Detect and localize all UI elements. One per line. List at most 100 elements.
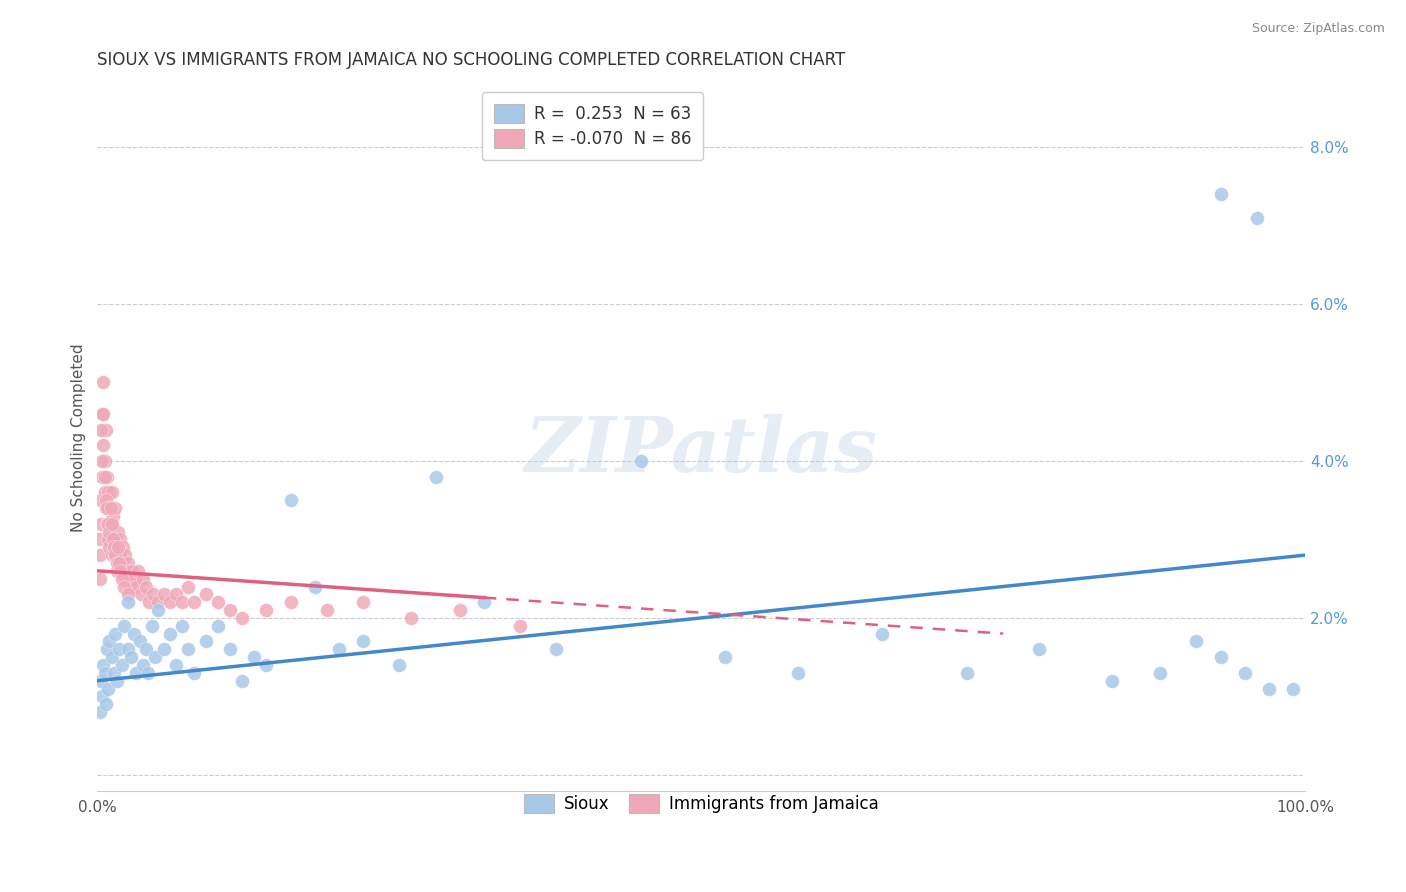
Point — [111, 541, 134, 555]
Point — [94, 423, 117, 437]
Point — [110, 533, 132, 547]
Point — [87, 533, 110, 547]
Point — [110, 564, 132, 578]
Point — [104, 626, 127, 640]
Point — [1246, 211, 1268, 225]
Point — [91, 469, 114, 483]
Point — [97, 516, 120, 531]
Point — [786, 665, 808, 680]
Point — [103, 665, 125, 680]
Point — [207, 595, 229, 609]
Text: ZIPatlas: ZIPatlas — [524, 415, 877, 489]
Point — [128, 634, 150, 648]
Point — [136, 665, 159, 680]
Point — [315, 603, 337, 617]
Point — [129, 587, 152, 601]
Point — [118, 572, 141, 586]
Point — [152, 587, 174, 601]
Point — [1233, 665, 1256, 680]
Point — [280, 595, 302, 609]
Point — [118, 564, 141, 578]
Point — [165, 587, 187, 601]
Point — [117, 587, 139, 601]
Point — [97, 681, 120, 696]
Point — [714, 650, 737, 665]
Point — [96, 469, 118, 483]
Point — [98, 634, 121, 648]
Point — [135, 580, 157, 594]
Point — [104, 501, 127, 516]
Point — [135, 642, 157, 657]
Point — [1257, 681, 1279, 696]
Point — [122, 626, 145, 640]
Point — [90, 493, 112, 508]
Point — [243, 650, 266, 665]
Point — [177, 642, 200, 657]
Point — [107, 541, 129, 555]
Point — [90, 516, 112, 531]
Point — [195, 587, 218, 601]
Point — [105, 556, 128, 570]
Point — [630, 454, 652, 468]
Point — [115, 572, 138, 586]
Point — [91, 690, 114, 704]
Point — [90, 673, 112, 688]
Point — [117, 595, 139, 609]
Point — [152, 642, 174, 657]
Point — [159, 626, 181, 640]
Point — [146, 603, 169, 617]
Point — [425, 469, 447, 483]
Point — [89, 548, 111, 562]
Point — [94, 493, 117, 508]
Point — [112, 619, 135, 633]
Point — [101, 533, 124, 547]
Point — [107, 524, 129, 539]
Point — [91, 407, 114, 421]
Point — [165, 658, 187, 673]
Point — [110, 658, 132, 673]
Point — [94, 698, 117, 712]
Point — [1209, 650, 1232, 665]
Point — [93, 407, 115, 421]
Point — [96, 642, 118, 657]
Point — [183, 665, 205, 680]
Point — [546, 642, 568, 657]
Point — [89, 572, 111, 586]
Point — [98, 541, 121, 555]
Point — [93, 376, 115, 390]
Point — [120, 580, 142, 594]
Point — [1028, 642, 1050, 657]
Point — [104, 548, 127, 562]
Point — [254, 658, 277, 673]
Point — [94, 501, 117, 516]
Point — [101, 516, 124, 531]
Point — [89, 705, 111, 719]
Point — [117, 642, 139, 657]
Point — [1282, 681, 1305, 696]
Point — [159, 595, 181, 609]
Point — [97, 533, 120, 547]
Point — [96, 501, 118, 516]
Point — [219, 642, 242, 657]
Point — [108, 556, 131, 570]
Point — [105, 564, 128, 578]
Point — [352, 595, 374, 609]
Point — [100, 501, 122, 516]
Point — [183, 595, 205, 609]
Point — [93, 469, 115, 483]
Point — [93, 665, 115, 680]
Point — [93, 658, 115, 673]
Y-axis label: No Schooling Completed: No Schooling Completed — [72, 343, 86, 532]
Point — [304, 580, 326, 594]
Point — [110, 564, 132, 578]
Point — [1101, 673, 1123, 688]
Point — [219, 603, 242, 617]
Point — [108, 642, 131, 657]
Point — [1185, 634, 1208, 648]
Point — [101, 485, 124, 500]
Point — [117, 556, 139, 570]
Point — [141, 619, 163, 633]
Point — [146, 595, 169, 609]
Point — [91, 454, 114, 468]
Point — [401, 611, 423, 625]
